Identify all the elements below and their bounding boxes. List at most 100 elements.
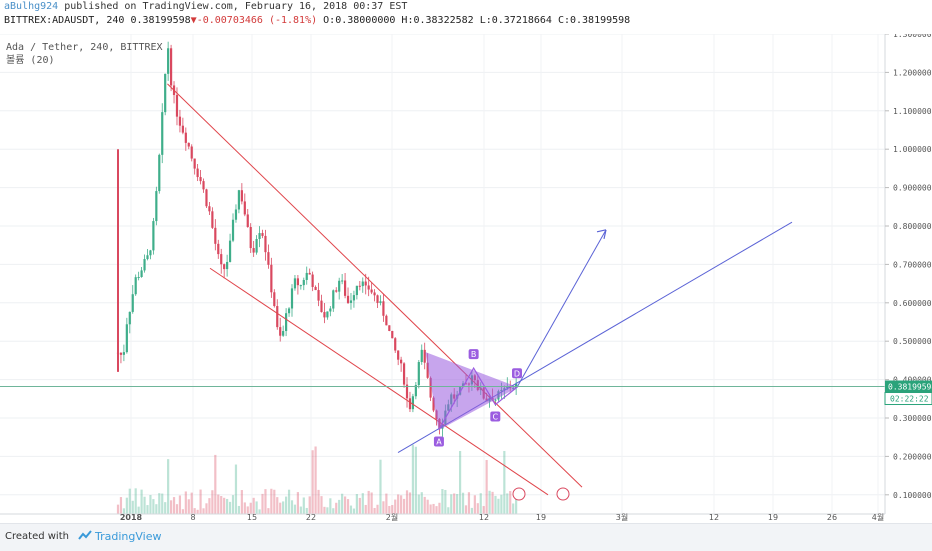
volume-bar bbox=[125, 497, 128, 514]
pattern-point-b[interactable] bbox=[468, 349, 479, 360]
price-tick-label: 0.30000000 bbox=[893, 414, 932, 423]
price-chart[interactable]: A B C D 1.30000000 1.20000000 1.10000000 1.000… bbox=[0, 34, 932, 523]
volume-bar bbox=[279, 502, 282, 514]
last-price-tag-label: 0.38199598 bbox=[888, 383, 932, 392]
volume-bar bbox=[494, 495, 497, 514]
volume-bar bbox=[302, 497, 305, 514]
volume-bar bbox=[137, 506, 140, 514]
volume-bar bbox=[456, 494, 459, 514]
candle-body bbox=[249, 226, 252, 249]
candle-body bbox=[287, 308, 291, 314]
candle-body bbox=[149, 250, 152, 256]
candle-body bbox=[305, 272, 308, 280]
candle-body bbox=[243, 201, 246, 215]
candle-body bbox=[515, 383, 518, 388]
time-axis[interactable]: 2018 8 15 22 2월 12 19 3월 12 19 26 4월 bbox=[0, 512, 885, 522]
volume-bar bbox=[323, 506, 326, 514]
footer-bar: Created with TradingView bbox=[0, 523, 932, 551]
volume-bar bbox=[461, 492, 465, 514]
volume-bar bbox=[267, 508, 270, 514]
created-with-label: Created with bbox=[5, 531, 69, 542]
volume-bar bbox=[485, 459, 488, 514]
volume-bar bbox=[169, 500, 173, 514]
volume-bar bbox=[509, 491, 512, 514]
candle-body bbox=[405, 384, 409, 399]
volume-bar bbox=[217, 494, 220, 514]
candle-body bbox=[373, 292, 376, 296]
drawings[interactable]: A B C D bbox=[0, 83, 885, 501]
candle-body bbox=[361, 281, 364, 287]
volume-bar bbox=[364, 504, 367, 514]
volume-bar bbox=[388, 505, 391, 514]
volume-bar bbox=[264, 489, 267, 514]
volume-bar bbox=[187, 499, 190, 514]
volume-bar bbox=[175, 504, 179, 514]
time-tick-label: 22 bbox=[306, 513, 316, 522]
triangle-pattern[interactable] bbox=[425, 351, 519, 431]
candle-body bbox=[343, 280, 347, 296]
candle-body bbox=[175, 95, 179, 117]
candle-body bbox=[169, 48, 173, 86]
volume-bar bbox=[273, 489, 276, 514]
volume-bar bbox=[367, 490, 370, 514]
candle-body bbox=[140, 270, 143, 278]
candle-body bbox=[285, 313, 288, 332]
tradingview-brand[interactable]: TradingView bbox=[95, 530, 162, 543]
price-axis[interactable]: 1.30000000 1.20000000 1.10000000 1.00000000… bbox=[884, 34, 932, 514]
volume-bar bbox=[237, 505, 241, 514]
candle-body bbox=[205, 189, 208, 207]
plot-area[interactable] bbox=[0, 34, 885, 523]
volume-bar bbox=[473, 495, 476, 514]
candle-body bbox=[167, 48, 170, 74]
price-tick-label: 0.20000000 bbox=[893, 452, 932, 461]
arrow-projection-line[interactable] bbox=[516, 229, 607, 388]
author-name[interactable]: aBulhg924 bbox=[4, 1, 59, 12]
volume-bar bbox=[155, 504, 158, 514]
symbol-text: BITTREX:ADAUSDT, 240 bbox=[4, 15, 125, 26]
volume-bar bbox=[376, 504, 379, 514]
volume-bar bbox=[243, 502, 246, 514]
volume-bar bbox=[411, 444, 415, 514]
time-tick-label: 2월 bbox=[386, 512, 398, 522]
volume-bar bbox=[488, 490, 491, 514]
volume-bar bbox=[346, 499, 350, 514]
pattern-point-d[interactable] bbox=[512, 368, 522, 379]
candle-body bbox=[184, 132, 187, 143]
candle-body bbox=[346, 295, 350, 303]
volume-bar bbox=[199, 489, 202, 514]
candle-body bbox=[376, 295, 379, 303]
candle-body bbox=[240, 190, 243, 202]
candle-body bbox=[326, 311, 329, 318]
volume-bar bbox=[140, 489, 143, 514]
candle-body bbox=[208, 206, 211, 212]
candle-body bbox=[128, 311, 131, 325]
channel-lower-line[interactable] bbox=[209, 267, 549, 496]
candle-body bbox=[264, 235, 267, 253]
channel-upper-line[interactable] bbox=[167, 83, 583, 488]
candle-body bbox=[338, 280, 341, 292]
volume-bar bbox=[405, 490, 409, 514]
pattern-point-a[interactable] bbox=[433, 436, 444, 447]
candle-body bbox=[161, 112, 164, 155]
volume-bar bbox=[400, 495, 403, 514]
time-tick-label: 12 bbox=[709, 513, 719, 522]
candles[interactable] bbox=[116, 41, 518, 437]
pattern-point-c[interactable] bbox=[490, 411, 501, 422]
event-flag-icon[interactable] bbox=[556, 487, 570, 501]
volume-bar bbox=[370, 492, 373, 514]
pattern-point-label: C bbox=[493, 413, 499, 422]
time-tick-label: 2018 bbox=[120, 513, 143, 522]
volume-bar bbox=[458, 450, 462, 514]
symbol-info: BITTREX:ADAUSDT, 240 0.38199598▼-0.00703… bbox=[4, 15, 630, 26]
grid bbox=[0, 34, 885, 514]
candle-body bbox=[311, 274, 314, 287]
candle-body bbox=[290, 288, 294, 309]
volume-bar bbox=[426, 499, 429, 514]
candle-body bbox=[385, 315, 388, 326]
volume-bar bbox=[453, 493, 456, 514]
volume-bar bbox=[397, 494, 400, 514]
candle-body bbox=[276, 306, 279, 328]
candle-body bbox=[223, 264, 226, 270]
candle-body bbox=[246, 214, 249, 227]
event-flag-icon[interactable] bbox=[512, 487, 526, 501]
